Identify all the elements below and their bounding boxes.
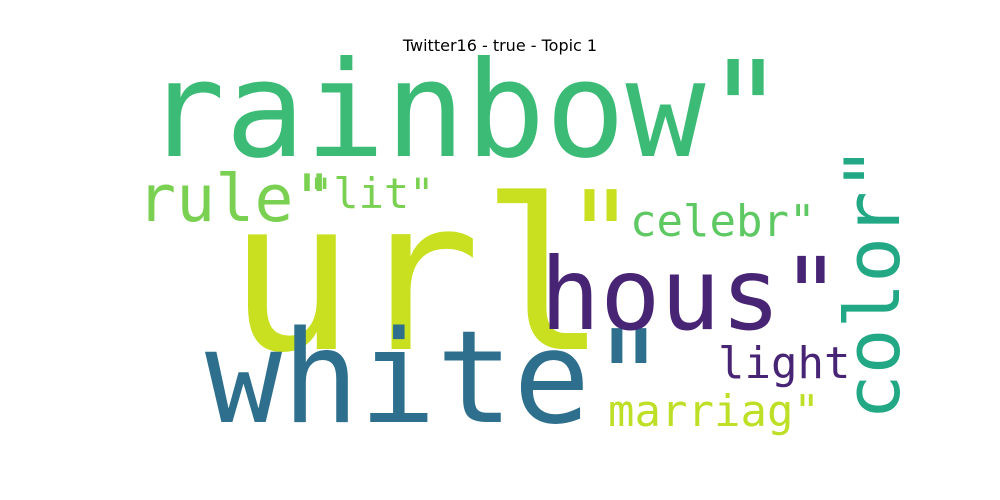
word-light: light: [718, 338, 851, 389]
word-lit: "lit": [308, 169, 435, 218]
word-celebr: celebr": [630, 196, 816, 247]
word-quote: ": [565, 165, 637, 303]
chart-title: Twitter16 - true - Topic 1: [402, 36, 598, 55]
word-marriag: marriag": [608, 386, 820, 437]
word-hous: hous": [540, 236, 842, 353]
word-rainbow: rainbow": [145, 34, 786, 188]
word-cloud: url rainbow" white" " hous" color" rule"…: [100, 45, 917, 460]
word-white: white": [205, 304, 668, 453]
word-rule: rule": [137, 162, 333, 237]
word-url: url: [228, 154, 608, 399]
